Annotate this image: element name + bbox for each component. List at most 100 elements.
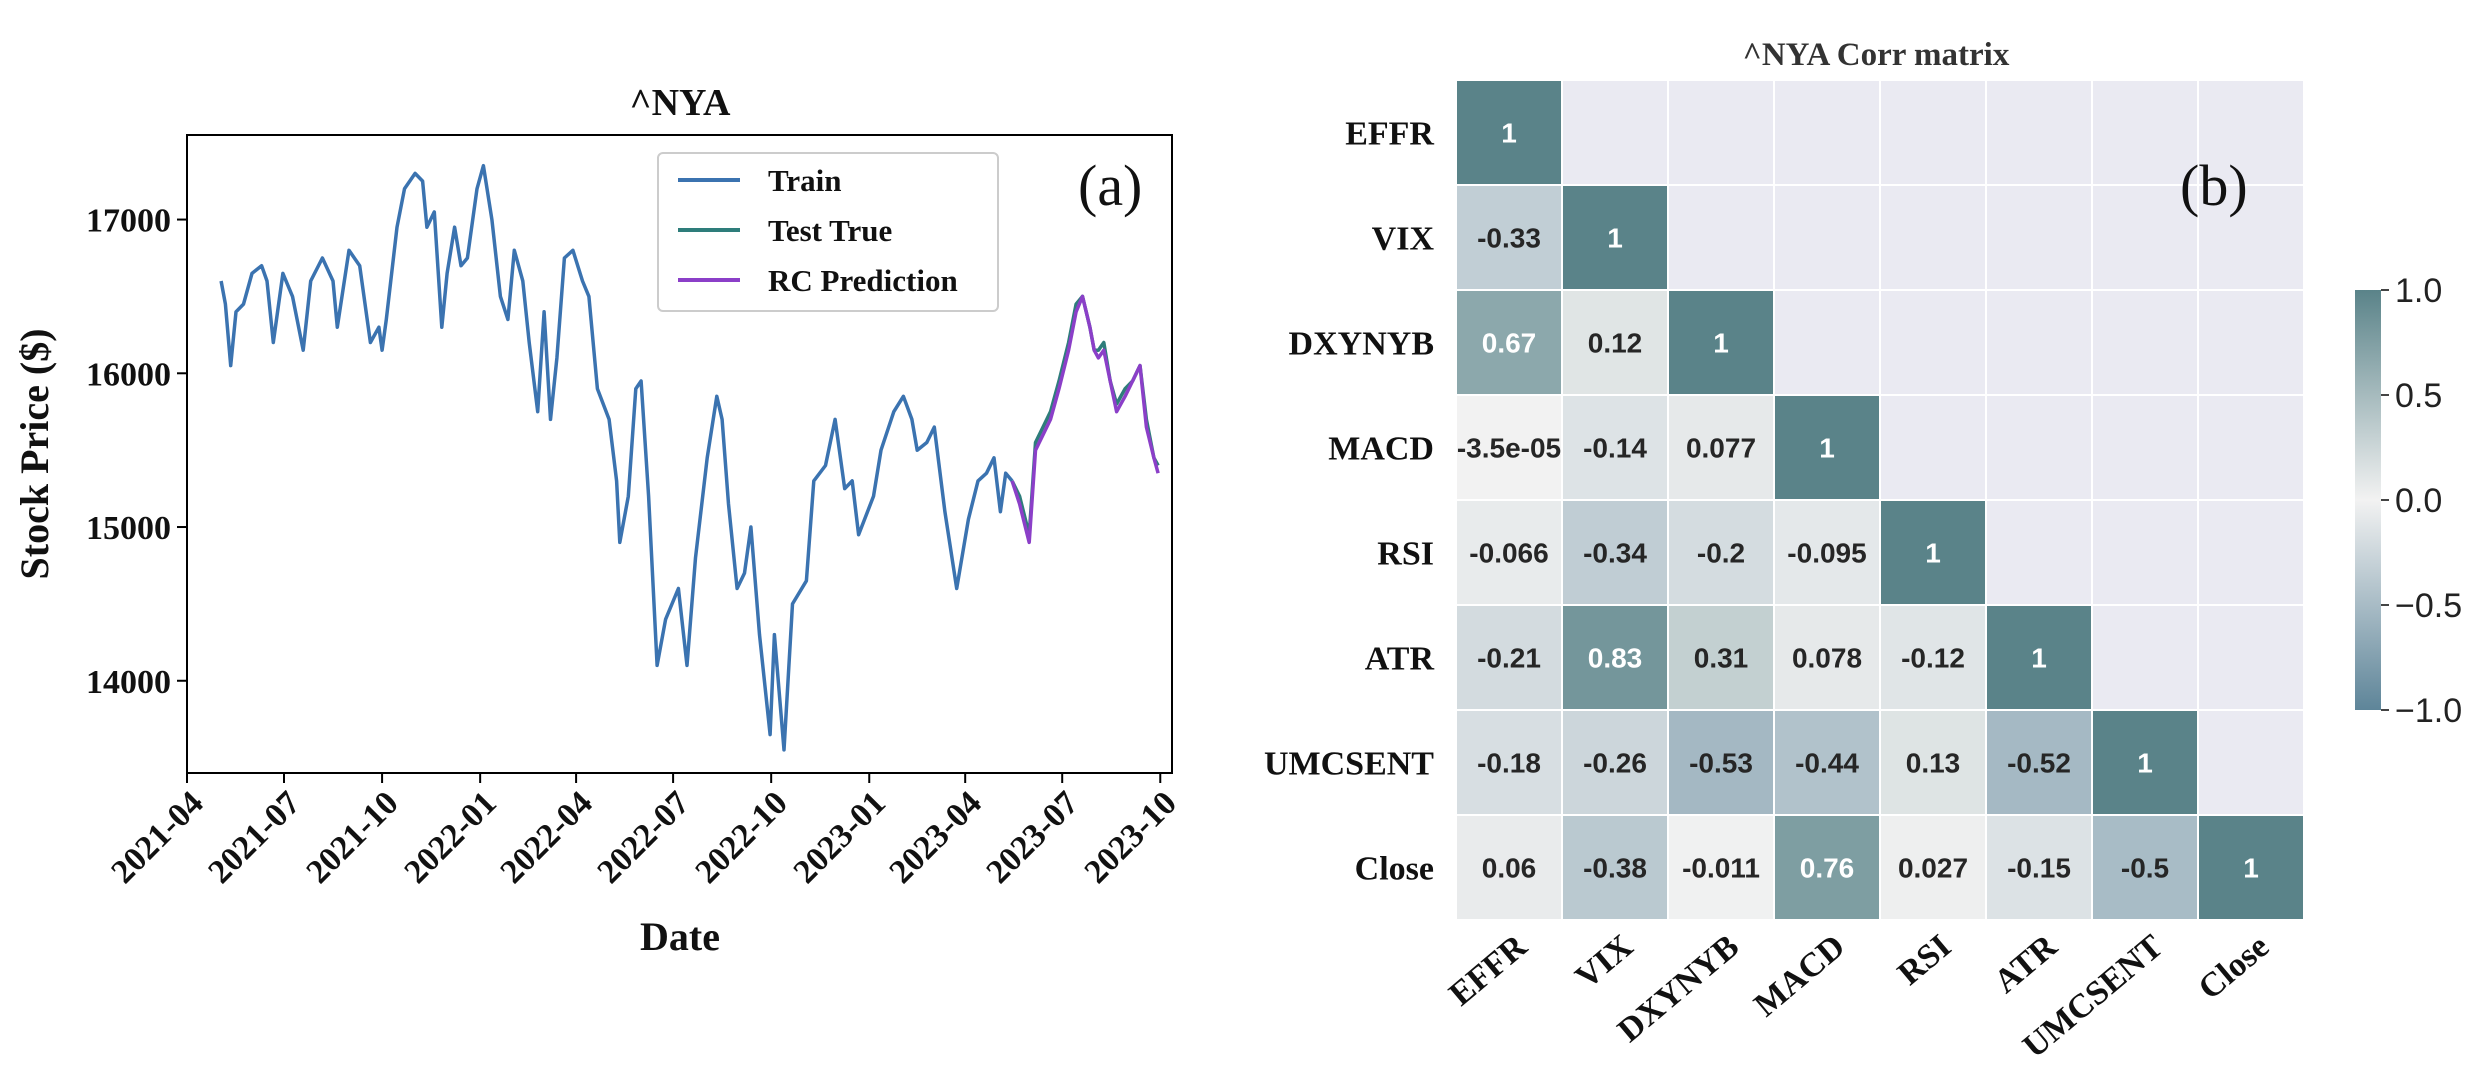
heatmap-cell-label: -0.066 [1469,538,1548,569]
line-chart-title: ^NYA [630,82,731,124]
colorbar: 1.0 0.5 0.0 −0.5 −1.0 [2355,272,2462,730]
heatmap-cell-label: 0.077 [1686,433,1756,464]
x-tick-label: 2023-07 [980,784,1086,890]
heatmap-row-label: VIX [1372,221,1435,258]
heatmap-cell-label: 1 [2243,853,2259,884]
x-tick-label: 2022-01 [398,784,504,890]
heatmap-cell-label: 1 [2031,643,2047,674]
heatmap-title: ^NYA Corr matrix [1743,37,2010,73]
y-tick-label: 16000 [86,356,171,393]
rc-prediction-line [1010,294,1160,545]
heatmap-column-label: VIX [1569,928,1641,997]
heatmap-cell [1879,499,1987,606]
heatmap-cell-label: 1 [2137,748,2153,779]
heatmap-cell [1667,604,1775,711]
heatmap-cell-label: 1 [1713,328,1729,359]
heatmap-cell [2197,814,2305,921]
x-tick-label: 2022-07 [590,784,696,890]
heatmap-panel: ^NYA Corr matrix 1 -0.33 1 0.67 0.12 1 -3.5e-0… [1264,37,2462,1065]
heatmap-cell [1455,499,1563,606]
heatmap-cell [1879,604,1987,711]
y-axis-title: Stock Price ($) [12,328,57,579]
heatmap-cell-label: -0.26 [1583,748,1647,779]
heatmap-cell-label: 0.12 [1588,328,1643,359]
heatmap-cell-label: -0.12 [1901,643,1965,674]
train-line [219,163,1014,752]
heatmap-cell-label: 0.31 [1694,643,1749,674]
colorbar-gradient [2355,290,2381,710]
heatmap-cell-label: -0.14 [1583,433,1647,464]
heatmap-cell-label: -0.2 [1697,538,1745,569]
panel-label-b: (b) [2180,153,2248,218]
colorbar-tick-label: −0.5 [2395,587,2462,625]
heatmap-cell [1773,709,1881,816]
y-tick-label: 17000 [86,203,171,240]
heatmap-cell-label: -0.33 [1477,223,1541,254]
heatmap-cell-label: 0.67 [1482,328,1537,359]
heatmap-row-label: UMCSENT [1264,746,1434,783]
heatmap-cell [1561,814,1669,921]
heatmap-cell-label: 0.078 [1792,643,1862,674]
heatmap-column-label: Close [2192,928,2277,1007]
colorbar-tick-label: 0.5 [2395,377,2442,415]
heatmap-cell-label: -0.38 [1583,853,1647,884]
heatmap-column-label: ATR [1987,928,2064,1001]
heatmap-column-label: EFFR [1442,928,1534,1014]
heatmap-cell [1455,184,1563,291]
heatmap-cell-label: -0.34 [1583,538,1647,569]
heatmap-column-label: MACD [1747,928,1852,1024]
heatmap-cell-label: 0.83 [1588,643,1643,674]
heatmap-cell-label: 1 [1925,538,1941,569]
y-tick-label: 15000 [86,510,171,547]
heatmap-cell-label: -0.011 [1682,853,1760,884]
heatmap-cell [1985,604,2093,711]
heatmap-cell [1561,709,1669,816]
x-tick-label: 2023-04 [883,784,989,890]
heatmap-cell [1879,814,1987,921]
x-tick-label: 2022-10 [689,784,795,890]
heatmap-cell [1667,814,1775,921]
heatmap-cell-label: -0.15 [2007,853,2071,884]
heatmap-cell-label: 1 [1501,118,1517,149]
x-tick-label: 2023-10 [1078,784,1184,890]
x-tick-label: 2021-10 [299,784,405,890]
heatmap-row-label: Close [1355,851,1434,888]
legend-label-test-true: Test True [768,213,892,248]
line-series-group [219,163,1160,752]
heatmap-cell-label: -0.44 [1795,748,1859,779]
heatmap-cell-label: 1 [1819,433,1835,464]
heatmap-cell [1985,709,2093,816]
x-axis: 2021-042021-072021-102022-012022-042022-… [104,773,1184,891]
x-tick-label: 2023-01 [787,784,893,890]
heatmap-row-label: RSI [1377,536,1434,573]
heatmap-cell-label: 0.06 [1482,853,1537,884]
x-tick-label: 2021-07 [201,784,307,890]
x-tick-label: 2021-04 [104,784,210,890]
heatmap-cell [1773,394,1881,501]
heatmap-cell-label: 0.13 [1906,748,1961,779]
heatmap-cell-label: -0.18 [1477,748,1541,779]
heatmap-row-label: EFFR [1345,116,1434,153]
heatmap-cell [1455,394,1563,501]
heatmap-cell-label: -0.095 [1787,538,1866,569]
heatmap-cell-label: 0.027 [1898,853,1968,884]
y-axis: 14000 15000 16000 17000 [86,203,187,701]
heatmap-cell [1561,184,1669,291]
heatmap-cell-label: -0.52 [2007,748,2071,779]
heatmap-cell [1455,709,1563,816]
x-axis-title: Date [640,914,720,959]
heatmap-cell [1773,814,1881,921]
colorbar-tick-label: −1.0 [2395,692,2462,730]
heatmap-cell [1455,289,1563,396]
legend: Train Test True RC Prediction [657,152,999,312]
heatmap-cell-label: -3.5e-05 [1457,433,1561,464]
legend-frame [657,152,999,312]
heatmap-cell-label: 0.76 [1800,853,1855,884]
colorbar-tick-label: 1.0 [2395,272,2442,310]
heatmap-cell [1879,709,1987,816]
heatmap-cell [1455,604,1563,711]
heatmap-row-label: DXYNYB [1289,326,1434,363]
line-chart-panel: ^NYA 14000 15000 16000 17000 2021-042021-07… [12,82,1184,959]
heatmap-cell [1455,79,1563,186]
